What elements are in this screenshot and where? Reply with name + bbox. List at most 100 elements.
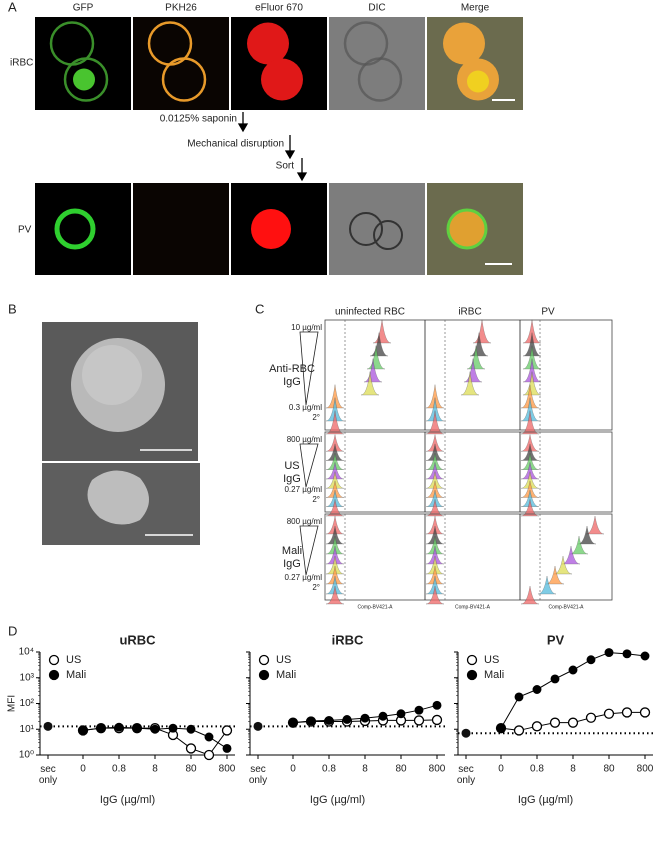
ridge	[363, 358, 383, 383]
ridge	[522, 371, 542, 396]
group-label: Mali	[282, 545, 302, 557]
ridge	[325, 434, 345, 452]
ridge	[325, 384, 345, 409]
ridge	[425, 453, 445, 470]
histogram-frame	[324, 513, 613, 601]
micrograph	[329, 17, 425, 110]
legend-marker	[48, 669, 60, 681]
data-point	[78, 725, 88, 735]
x-tick-label: 0	[498, 764, 504, 775]
legend-marker	[466, 669, 478, 681]
ridge	[325, 443, 345, 461]
sem-images	[42, 322, 200, 545]
data-point	[360, 713, 370, 723]
y-axis-label: MFI	[7, 695, 18, 712]
parasite	[73, 68, 95, 91]
x-tick-label: 80	[603, 764, 615, 775]
secondary-label: 2°	[312, 495, 320, 504]
data-point	[204, 732, 214, 742]
x-tick-label: 80	[185, 764, 197, 775]
ridge	[325, 515, 345, 535]
data-point	[514, 692, 524, 702]
pv	[54, 208, 96, 250]
parasite	[467, 70, 489, 93]
ridge	[372, 319, 392, 344]
ridge	[425, 575, 445, 595]
data-point	[496, 723, 506, 733]
data-point	[288, 718, 298, 728]
ridge	[522, 319, 542, 344]
data-point	[621, 707, 633, 718]
x-tick-label: sec only	[38, 764, 58, 786]
ridge	[520, 499, 540, 517]
legend-label: Mali	[484, 669, 504, 681]
data-point	[378, 711, 388, 721]
ridge	[520, 434, 540, 452]
ridge	[425, 397, 445, 422]
wedge	[299, 525, 319, 576]
data-point	[639, 707, 651, 718]
channel-label: PKH26	[165, 3, 197, 14]
step-label: Mechanical disruption	[187, 139, 284, 150]
conc-label: 0.27 µg/ml	[284, 573, 322, 582]
ridge	[553, 555, 573, 575]
row-label: PV	[18, 225, 32, 236]
panel-label: A	[8, 0, 17, 14]
conc-label: 10 µg/ml	[291, 323, 322, 332]
ridge	[425, 545, 445, 565]
group-label: Anti-RBC	[269, 363, 315, 375]
histogram-frame	[324, 431, 613, 513]
ridge	[545, 565, 565, 585]
column-label: uninfected RBC	[335, 307, 405, 318]
group-label: IgG	[283, 473, 301, 485]
chart-title: uRBC	[119, 632, 156, 647]
x-tick-label: 800	[637, 764, 654, 775]
channel-label: Merge	[461, 3, 490, 14]
legend-marker	[258, 654, 270, 666]
y-tick-label: 10²	[20, 698, 35, 709]
ridge	[325, 480, 345, 498]
data-point	[622, 649, 632, 659]
series-line	[500, 652, 646, 729]
ridge	[425, 535, 445, 555]
ridge	[425, 515, 445, 535]
data-point	[186, 724, 196, 734]
group-label: IgG	[283, 376, 301, 388]
ridge	[520, 480, 540, 498]
data-point	[604, 648, 614, 658]
data-point	[549, 717, 561, 728]
ridge	[360, 371, 380, 396]
legend-label: US	[66, 654, 81, 666]
ridge	[325, 555, 345, 575]
ridge	[460, 371, 480, 396]
ridge	[463, 358, 483, 383]
axis-label: Comp-BV421-A	[455, 604, 491, 610]
ridge	[325, 585, 345, 605]
data-point	[96, 723, 106, 733]
secondary-label: 2°	[312, 583, 320, 592]
data-point	[150, 724, 160, 734]
channel-label: DIC	[368, 3, 385, 14]
group-label: IgG	[283, 558, 301, 570]
x-axis-label: IgG (µg/ml)	[518, 794, 573, 806]
panel-label: C	[255, 301, 264, 316]
ridge	[466, 345, 486, 370]
x-axis-label: IgG (µg/ml)	[310, 794, 365, 806]
x-tick-label: 0.8	[112, 764, 126, 775]
conc-label: 800 µg/ml	[287, 517, 323, 526]
data-point	[306, 716, 316, 726]
data-point	[132, 723, 142, 733]
pv	[349, 212, 383, 246]
ridge	[520, 397, 540, 422]
sec-only-point	[461, 728, 471, 738]
x-tick-label: sec only	[248, 764, 268, 786]
wedge	[299, 331, 319, 406]
ridge	[325, 575, 345, 595]
ridge	[425, 434, 445, 452]
axis-label: Comp-BV421-A	[357, 604, 393, 610]
data-point	[114, 722, 124, 732]
ridge	[366, 345, 386, 370]
micrograph	[133, 17, 229, 110]
ridge	[325, 490, 345, 507]
